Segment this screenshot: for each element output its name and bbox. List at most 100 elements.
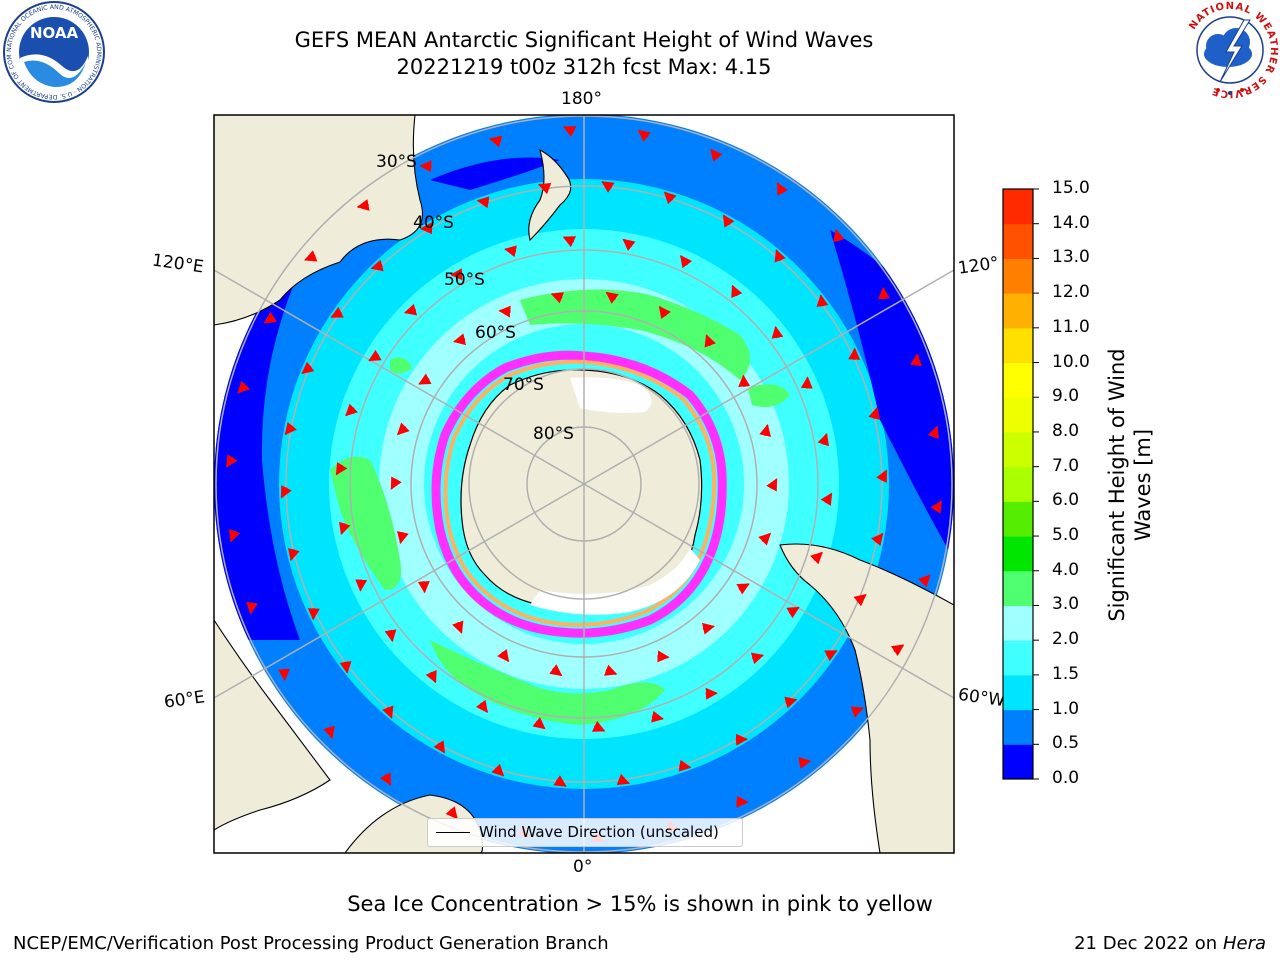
colorbar	[1002, 188, 1039, 780]
lat-label-40s: 40°S	[413, 213, 454, 233]
wave-direction-arrow	[280, 485, 292, 499]
wave-direction-arrow	[679, 255, 693, 269]
wave-direction-arrow	[637, 129, 651, 142]
colorbar-tick-label: 15.0	[1052, 178, 1090, 198]
wave-direction-arrow	[368, 349, 382, 362]
wave-direction-arrow	[735, 733, 748, 746]
colorbar-bin	[1003, 501, 1033, 537]
wave-direction-arrow	[284, 422, 297, 436]
run-date: 21 Dec 2022 on Hera	[1074, 933, 1266, 954]
colorbar-tick-label: 8.0	[1052, 420, 1080, 441]
colorbar-bin	[1003, 223, 1033, 259]
chart-title: GEFS MEAN Antarctic Significant Height o…	[294, 28, 874, 52]
wave-direction-arrow	[850, 706, 864, 718]
wave-direction-arrow	[246, 601, 259, 615]
wave-direction-arrow	[237, 380, 251, 394]
wave-direction-arrow	[562, 126, 577, 138]
wave-direction-arrow	[549, 664, 563, 677]
wave-direction-arrow	[497, 648, 510, 663]
colorbar-tick-label: 6.0	[1052, 490, 1080, 511]
wave-direction-arrow	[504, 245, 517, 258]
run-date-text: 21 Dec 2022 on	[1074, 933, 1218, 954]
wave-direction-arrow	[701, 622, 715, 635]
wave-direction-arrow	[452, 620, 464, 634]
lat-label-70s: 70°S	[503, 375, 544, 395]
wave-direction-arrow	[927, 425, 939, 440]
wave-direction-arrow	[278, 668, 291, 682]
wave-direction-arrows	[225, 126, 943, 842]
colorbar-tick-label: 5.0	[1052, 525, 1080, 546]
colorbar-bin	[1003, 293, 1033, 329]
sea-ice-note: Sea Ice Concentration > 15% is shown in …	[347, 892, 933, 916]
colorbar-bin	[1003, 536, 1033, 572]
wave-direction-arrow	[877, 286, 890, 300]
colorbar-tick-label: 0.0	[1052, 768, 1080, 788]
legend-label: Wind Wave Direction (unscaled)	[479, 823, 719, 841]
wave-direction-arrow	[736, 583, 750, 595]
wave-direction-arrow	[750, 652, 765, 665]
wave-direction-arrow	[810, 551, 823, 565]
wave-direction-arrow	[307, 608, 320, 621]
colorbar-title: Significant Height of Wind Waves [m]	[1105, 348, 1155, 622]
wave-direction-arrow	[301, 361, 315, 374]
map-frame	[213, 114, 955, 854]
wave-direction-arrow	[420, 222, 433, 235]
wave-direction-arrow	[876, 469, 888, 483]
wave-direction-arrow	[263, 311, 278, 324]
colorbar-bin	[1003, 431, 1033, 468]
wave-direction-arrow	[817, 432, 829, 447]
wave-direction-arrow	[450, 268, 463, 281]
colorbar-bin	[1003, 674, 1033, 711]
wave-direction-arrow	[710, 148, 723, 162]
south-america-land	[779, 543, 954, 853]
wave-direction-arrow	[379, 772, 392, 786]
lat-label-80s: 80°S	[533, 424, 574, 444]
wave-direction-arrow	[489, 135, 503, 148]
colorbar-tick-label: 12.0	[1052, 282, 1090, 303]
wave-direction-arrow	[390, 476, 402, 490]
colorbar-tick-label: 2.0	[1052, 629, 1080, 650]
colorbar-tick-label: 1.0	[1052, 698, 1080, 719]
wave-direction-arrow	[678, 759, 692, 772]
wave-direction-arrow	[418, 373, 432, 385]
wave-direction-arrow	[824, 650, 838, 662]
wave-direction-arrow	[731, 284, 743, 299]
wave-direction-arrow	[657, 650, 670, 663]
colorbar-tick-label: 13.0	[1052, 247, 1090, 268]
colorbar-tick-label: 9.0	[1052, 386, 1080, 407]
wave-direction-arrow	[453, 333, 467, 346]
wave-direction-arrow	[833, 229, 845, 243]
wave-direction-arrow	[433, 740, 446, 754]
colorbar-bin	[1003, 258, 1033, 294]
wave-direction-arrow	[917, 574, 931, 588]
wave-direction-arrow	[651, 710, 664, 723]
wave-direction-arrow	[355, 579, 368, 592]
wave-direction-arrow	[722, 214, 735, 228]
wave-direction-arrow	[853, 594, 867, 607]
colorbar-tick-label: 11.0	[1052, 316, 1090, 337]
wave-direction-arrow	[491, 763, 505, 777]
australia-land	[214, 115, 424, 326]
colorbar-bin	[1003, 744, 1033, 780]
wave-direction-arrow	[786, 606, 800, 619]
wave-direction-arrow	[909, 353, 922, 367]
wave-direction-arrow	[800, 376, 813, 389]
wave-direction-arrow	[229, 528, 241, 543]
colorbar-bin	[1003, 397, 1033, 433]
colorbar-tick-label: 3.0	[1052, 594, 1080, 615]
noaa-logo: NATIONAL OCEANIC AND ATMOSPHERIC ADMINIS…	[2, 0, 105, 103]
map-legend: Wind Wave Direction (unscaled)	[427, 818, 743, 847]
wave-direction-arrow	[868, 406, 880, 420]
wave-direction-arrow	[771, 325, 784, 339]
green-patches	[330, 289, 790, 725]
wave-direction-arrow	[705, 687, 718, 700]
lon-label-0: 0°	[573, 857, 593, 877]
colorbar-tick-label: 7.0	[1052, 455, 1080, 476]
wave-direction-arrow	[738, 374, 751, 388]
wave-direction-arrow	[225, 454, 238, 468]
wave-direction-arrow	[537, 182, 552, 195]
wave-direction-arrow	[417, 580, 430, 594]
lat-label-30s: 30°S	[376, 152, 417, 172]
wave-direction-arrow	[601, 181, 615, 193]
